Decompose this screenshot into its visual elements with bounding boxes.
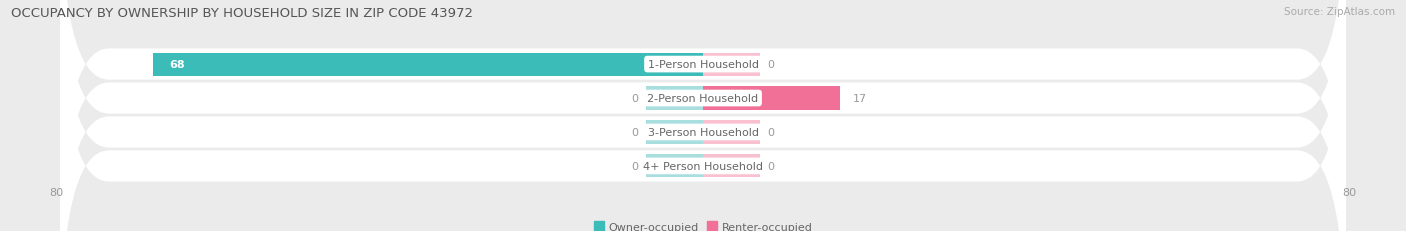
Text: 4+ Person Household: 4+ Person Household (643, 161, 763, 171)
Text: 2-Person Household: 2-Person Household (647, 94, 759, 103)
Bar (703, 53, 759, 76)
Bar (703, 121, 759, 144)
Text: 0: 0 (768, 128, 775, 137)
Bar (647, 155, 703, 178)
Text: Source: ZipAtlas.com: Source: ZipAtlas.com (1284, 7, 1395, 17)
FancyBboxPatch shape (60, 0, 1346, 231)
Bar (647, 121, 703, 144)
FancyBboxPatch shape (60, 0, 1346, 231)
Text: 68: 68 (170, 60, 186, 70)
Text: 0: 0 (768, 60, 775, 70)
Bar (153, 53, 703, 76)
FancyBboxPatch shape (60, 0, 1346, 231)
Bar (703, 87, 841, 110)
Bar (647, 87, 703, 110)
Text: 0: 0 (631, 161, 638, 171)
Text: OCCUPANCY BY OWNERSHIP BY HOUSEHOLD SIZE IN ZIP CODE 43972: OCCUPANCY BY OWNERSHIP BY HOUSEHOLD SIZE… (11, 7, 474, 20)
Text: 17: 17 (852, 94, 866, 103)
Text: 0: 0 (768, 161, 775, 171)
Legend: Owner-occupied, Renter-occupied: Owner-occupied, Renter-occupied (593, 222, 813, 231)
FancyBboxPatch shape (60, 0, 1346, 231)
Text: 0: 0 (631, 94, 638, 103)
Text: 0: 0 (631, 128, 638, 137)
Bar (703, 155, 759, 178)
Text: 3-Person Household: 3-Person Household (648, 128, 758, 137)
Text: 1-Person Household: 1-Person Household (648, 60, 758, 70)
